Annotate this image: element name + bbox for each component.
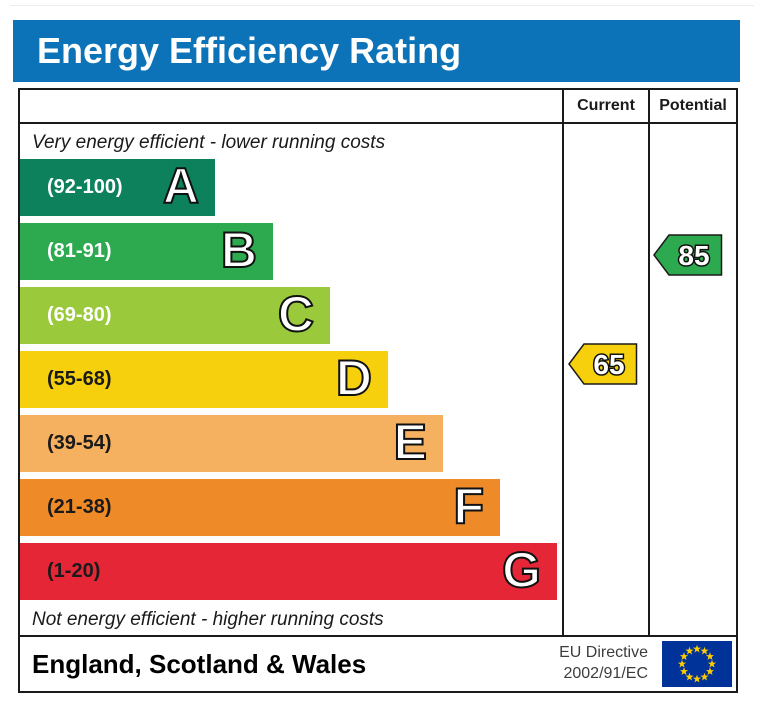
potential-arrow: 85 xyxy=(653,234,723,276)
band-G: (1-20) G xyxy=(20,543,557,600)
eu-flag-star xyxy=(692,674,702,683)
current-column-divider xyxy=(562,90,564,635)
band-range-label: (81-91) xyxy=(47,240,112,262)
current-column-header: Current xyxy=(577,97,635,114)
band-letter: E xyxy=(393,413,428,470)
page-title: Energy Efficiency Rating xyxy=(37,30,462,71)
eu-flag-star xyxy=(705,667,715,675)
top-note: Very energy efficient - lower running co… xyxy=(32,132,386,153)
header-divider xyxy=(20,122,736,124)
eu-flag-star xyxy=(700,672,709,681)
eu-flag-star xyxy=(707,659,717,668)
band-F: (21-38) F xyxy=(20,479,500,536)
band-range-label: (21-38) xyxy=(47,496,112,518)
rating-table: Current Potential Very energy efficient … xyxy=(18,88,738,693)
potential-column-divider xyxy=(648,90,650,635)
eu-flag-star xyxy=(679,652,689,660)
eu-flag-star xyxy=(692,644,702,653)
eu-directive-line1: EU Directive xyxy=(559,644,648,662)
title-bar: Energy Efficiency Rating xyxy=(13,20,740,82)
eu-flag-icon xyxy=(662,641,732,687)
band-range-label: (69-80) xyxy=(47,304,112,326)
band-D: (55-68) D xyxy=(20,351,388,408)
current-arrow: 65 xyxy=(568,343,638,385)
band-C: (69-80) C xyxy=(20,287,330,344)
potential-arrow-value: 85 xyxy=(678,240,709,271)
band-E: (39-54) E xyxy=(20,415,443,472)
band-A: (92-100) A xyxy=(20,159,215,216)
band-letter: D xyxy=(335,349,373,406)
top-hairline xyxy=(10,5,754,6)
band-B: (81-91) B xyxy=(20,223,273,280)
band-letter: G xyxy=(501,541,542,598)
eu-flag-star xyxy=(685,646,694,655)
current-arrow-value: 65 xyxy=(593,349,624,380)
band-range-label: (1-20) xyxy=(47,560,101,582)
potential-column-header: Potential xyxy=(659,97,727,114)
band-range-label: (92-100) xyxy=(47,176,123,198)
eu-directive-label: EU Directive 2002/91/EC xyxy=(559,643,648,685)
eu-flag-star xyxy=(700,646,709,655)
band-letter: C xyxy=(277,285,315,342)
bottom-note: Not energy efficient - higher running co… xyxy=(32,609,384,630)
band-letter: F xyxy=(452,477,485,534)
band-letter: B xyxy=(220,221,258,278)
current-arrow-shape xyxy=(568,343,638,385)
eu-flag-star xyxy=(677,659,687,668)
eu-flag-star xyxy=(685,672,694,681)
band-list: (92-100) A (81-91) B (69-80) C (55-68) D… xyxy=(20,159,557,607)
band-range-label: (55-68) xyxy=(47,368,112,390)
eu-flag-star xyxy=(705,652,715,660)
region-label: England, Scotland & Wales xyxy=(32,648,367,679)
eu-flag-stars xyxy=(677,644,717,683)
potential-arrow-shape xyxy=(653,234,723,276)
eu-directive-line2: 2002/91/EC xyxy=(563,665,648,682)
band-letter: A xyxy=(162,157,200,214)
footer-row: England, Scotland & Wales EU Directive 2… xyxy=(20,637,736,691)
eu-flag-star xyxy=(679,667,689,675)
band-range-label: (39-54) xyxy=(47,432,112,454)
footer-divider xyxy=(20,635,736,637)
